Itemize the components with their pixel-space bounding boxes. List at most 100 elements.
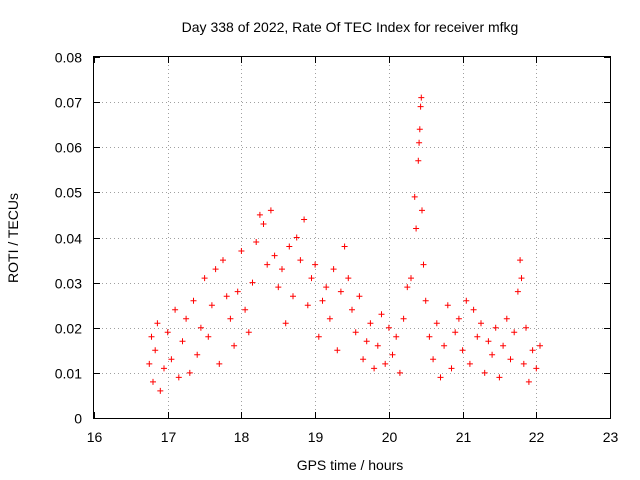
data-point bbox=[238, 248, 245, 254]
data-point bbox=[345, 275, 352, 282]
data-point bbox=[448, 365, 455, 372]
data-point bbox=[334, 347, 341, 354]
data-point bbox=[212, 266, 219, 273]
data-point bbox=[275, 284, 282, 291]
y-tick-label: 0.03 bbox=[55, 276, 82, 292]
x-tick-label: 18 bbox=[234, 429, 250, 445]
data-point bbox=[312, 261, 319, 268]
x-tick-label: 23 bbox=[603, 429, 619, 445]
data-point bbox=[416, 139, 423, 146]
data-point bbox=[517, 257, 524, 264]
data-point bbox=[260, 221, 267, 227]
data-point bbox=[168, 356, 175, 363]
data-point bbox=[492, 324, 499, 331]
data-point bbox=[146, 360, 153, 367]
data-point bbox=[523, 324, 529, 331]
data-point bbox=[374, 342, 381, 349]
data-point bbox=[301, 216, 308, 223]
data-point bbox=[279, 266, 285, 273]
data-point bbox=[433, 320, 440, 327]
data-point bbox=[337, 288, 344, 295]
data-point bbox=[253, 239, 260, 245]
y-tick-label: 0.04 bbox=[55, 231, 82, 247]
y-tick-label: 0.08 bbox=[55, 50, 82, 66]
data-point bbox=[304, 302, 311, 309]
data-point bbox=[455, 315, 462, 322]
data-point bbox=[418, 94, 425, 101]
data-point bbox=[245, 329, 252, 336]
x-tick-label: 17 bbox=[161, 429, 177, 445]
data-point bbox=[319, 297, 326, 304]
data-point bbox=[485, 338, 492, 345]
data-point bbox=[190, 297, 197, 304]
data-point bbox=[413, 225, 420, 232]
y-tick-label: 0.01 bbox=[55, 366, 82, 382]
data-point bbox=[459, 347, 466, 354]
data-point bbox=[330, 266, 337, 273]
data-point bbox=[220, 257, 226, 264]
data-point bbox=[481, 369, 488, 376]
x-tick-label: 22 bbox=[529, 429, 545, 445]
data-point bbox=[417, 103, 424, 110]
data-point bbox=[474, 333, 481, 340]
data-point bbox=[426, 333, 433, 340]
data-point bbox=[422, 297, 429, 304]
y-tick-label: 0.02 bbox=[55, 321, 82, 337]
data-point bbox=[349, 306, 355, 313]
data-point bbox=[408, 275, 414, 282]
data-point bbox=[152, 347, 159, 354]
data-point bbox=[256, 211, 263, 218]
data-point bbox=[308, 275, 315, 282]
data-point bbox=[382, 360, 389, 367]
data-point bbox=[197, 324, 204, 331]
data-point bbox=[470, 306, 477, 313]
data-point bbox=[415, 157, 422, 164]
data-point bbox=[404, 284, 411, 291]
data-point bbox=[234, 288, 241, 295]
data-point bbox=[208, 302, 215, 309]
data-point bbox=[430, 356, 437, 363]
y-tick-label: 0.06 bbox=[55, 140, 82, 156]
data-point bbox=[444, 302, 451, 309]
data-point bbox=[466, 360, 473, 367]
data-point bbox=[537, 342, 543, 349]
data-point bbox=[385, 324, 392, 331]
data-point bbox=[179, 338, 186, 345]
data-point bbox=[186, 369, 193, 376]
data-point bbox=[290, 293, 296, 300]
data-point bbox=[503, 315, 510, 322]
data-point bbox=[341, 243, 348, 250]
y-tick-label: 0.05 bbox=[55, 185, 82, 201]
data-point bbox=[489, 351, 496, 358]
data-point bbox=[194, 351, 201, 358]
data-point bbox=[157, 387, 164, 394]
data-point bbox=[396, 369, 403, 376]
x-tick-label: 16 bbox=[87, 429, 103, 445]
data-point bbox=[172, 306, 179, 313]
y-tick-label: 0 bbox=[74, 411, 82, 427]
data-point bbox=[500, 342, 507, 349]
x-axis-label: GPS time / hours bbox=[297, 457, 404, 473]
data-point bbox=[478, 320, 484, 327]
data-point bbox=[514, 288, 521, 295]
data-point bbox=[150, 378, 156, 385]
data-point bbox=[352, 329, 359, 336]
data-point bbox=[267, 207, 274, 214]
x-tick-label: 21 bbox=[456, 429, 472, 445]
data-point bbox=[393, 333, 400, 340]
data-point bbox=[183, 315, 190, 322]
data-point bbox=[271, 252, 278, 259]
y-tick-label: 0.07 bbox=[55, 95, 82, 111]
data-point bbox=[223, 293, 230, 300]
data-point bbox=[507, 356, 514, 363]
data-point bbox=[161, 365, 167, 372]
chart-title: Day 338 of 2022, Rate Of TEC Index for r… bbox=[182, 19, 519, 35]
data-point bbox=[264, 261, 271, 268]
data-point bbox=[249, 279, 256, 286]
data-point bbox=[360, 356, 367, 363]
data-point bbox=[518, 275, 525, 282]
data-point bbox=[420, 261, 427, 268]
data-point bbox=[371, 365, 378, 372]
data-point bbox=[282, 320, 289, 327]
